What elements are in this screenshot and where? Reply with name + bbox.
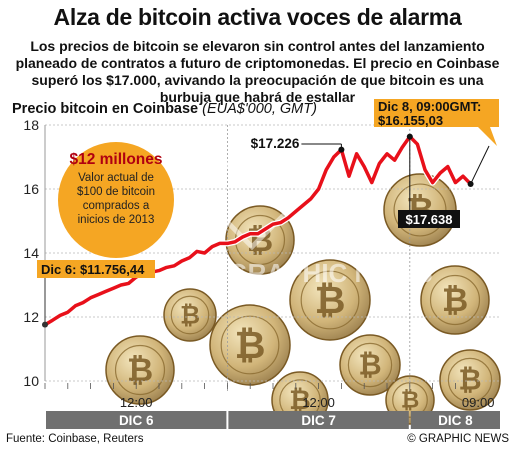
end-marker	[467, 181, 474, 188]
day-band	[410, 411, 500, 429]
svg-text:₿: ₿	[401, 387, 420, 413]
day-band-label: DIC 6	[119, 413, 154, 428]
bitcoin-coin: ₿	[289, 259, 371, 341]
watermark: GRAPHIC NEWS	[195, 137, 433, 288]
y-tick-label: 18	[23, 117, 39, 133]
series-line	[43, 134, 473, 327]
x-tick-label: 12:00	[302, 395, 335, 410]
source-note: Fuente: Coinbase, Reuters	[6, 433, 144, 445]
day-band	[228, 411, 409, 429]
day-band	[46, 411, 227, 429]
svg-text:₿: ₿	[315, 280, 346, 322]
chart-title-text: Precio bitcoin en Coinbase	[12, 101, 199, 117]
svg-text:₿: ₿	[289, 385, 311, 415]
bitcoin-coin: ₿	[105, 335, 175, 405]
bitcoin-coin: ₿	[439, 349, 501, 411]
x-tick-label: 12:00	[120, 395, 153, 410]
y-tick-label: 14	[23, 245, 39, 261]
day-band-label: DIC 8	[438, 413, 473, 428]
high-label: $17.638	[406, 212, 453, 227]
end-label-line1: Dic 8, 09:00GMT:	[378, 99, 481, 114]
y-axis: 10 12 14 16 18	[23, 117, 39, 389]
page-subtitle: Los precios de bitcoin se elevaron sin c…	[15, 38, 500, 105]
high-marker	[406, 133, 413, 140]
bitcoin-coin: ₿	[163, 288, 217, 342]
end-leader	[470, 145, 490, 185]
start-label: Dic 6: $11.756,44	[41, 262, 145, 277]
svg-text:₿: ₿	[235, 325, 266, 367]
day-band-label: DIC 7	[301, 413, 336, 428]
y-tick-label: 10	[23, 373, 39, 389]
svg-text:₿: ₿	[180, 302, 200, 329]
peak-label: $17.226	[251, 136, 300, 151]
x-axis: 12:00 12:00 09:00 DIC 6 DIC 7 DIC 8	[44, 383, 500, 429]
svg-text:₿: ₿	[358, 350, 381, 382]
end-label-box	[374, 99, 499, 146]
callout-value: $12 millones	[69, 151, 163, 168]
value-callout: $12 millones Valor actual de $100 de bit…	[58, 142, 174, 258]
callout-text: Valor actual de $100 de bitcoin comprado…	[76, 172, 155, 226]
credit: © GRAPHIC NEWS	[407, 433, 509, 445]
svg-text:₿: ₿	[442, 282, 468, 318]
chart-unit: (EUA$'000, GMT)	[202, 101, 317, 117]
chart-title: Precio bitcoin en Coinbase (EUA$'000, GM…	[12, 101, 317, 117]
start-marker	[42, 321, 48, 328]
page-title: Alza de bitcoin activa voces de alarma	[53, 4, 462, 30]
svg-text:₿: ₿	[127, 352, 153, 388]
annotation-group: Dic 6: $11.756,44 $17.226 $17.638 Dic 8, 09…	[37, 99, 499, 328]
watermark-text: GRAPHIC NEWS	[227, 258, 432, 288]
y-tick-label: 12	[23, 309, 39, 325]
start-label-box	[37, 260, 155, 278]
end-label-line2: $16.155,03	[378, 113, 443, 128]
x-tick-label: 09:00	[462, 395, 495, 410]
bitcoin-coin: ₿	[209, 304, 291, 386]
high-label-box	[398, 210, 460, 228]
series-group	[42, 133, 474, 328]
y-tick-label: 16	[23, 181, 39, 197]
peak-marker	[338, 146, 345, 153]
bitcoin-coin: ₿	[339, 334, 401, 396]
